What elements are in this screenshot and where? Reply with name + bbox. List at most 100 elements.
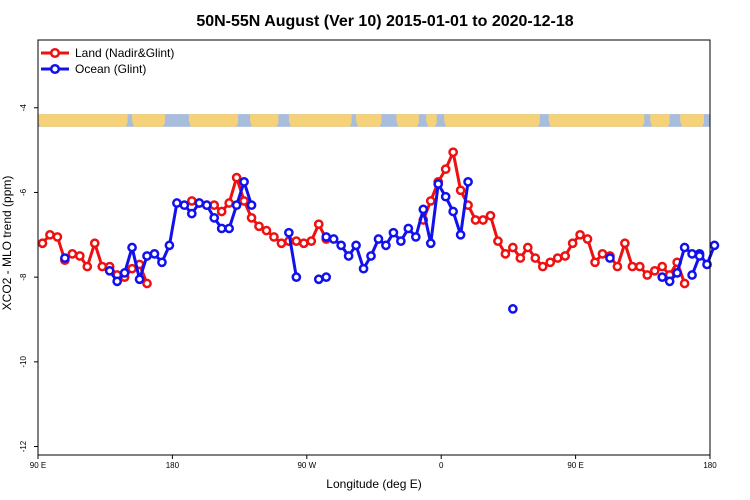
data-point [216, 206, 227, 217]
data-point [157, 257, 167, 268]
data-point [702, 259, 712, 270]
data-point [657, 261, 668, 272]
legend-marker [49, 63, 61, 75]
data-point [231, 200, 242, 211]
legend-label: Land (Nadir&Glint) [75, 46, 174, 60]
data-point [186, 196, 197, 206]
data-point [381, 240, 391, 251]
data-point [306, 236, 317, 246]
data-point [291, 236, 302, 246]
data-point [97, 261, 108, 272]
data-point [612, 261, 623, 272]
x-tick-label: 0 [439, 461, 444, 470]
data-point [485, 210, 496, 221]
data-point [298, 238, 309, 249]
data-point [52, 232, 63, 242]
legend-label: Ocean (Glint) [75, 62, 146, 76]
data-point [254, 221, 264, 232]
data-point [478, 215, 488, 225]
series-layer [37, 147, 720, 314]
y-tick-label: -8 [19, 273, 28, 281]
data-point [552, 253, 563, 263]
data-point [440, 164, 451, 175]
data-point [328, 234, 339, 244]
data-point [448, 206, 458, 217]
map-strip-land [356, 114, 382, 127]
data-point [37, 238, 48, 249]
data-point [321, 232, 332, 242]
y-tick-label: -12 [19, 440, 28, 452]
map-strip-land [650, 114, 670, 127]
data-point [455, 185, 466, 196]
series-line [287, 232, 298, 278]
data-point [179, 200, 190, 211]
data-point [313, 274, 324, 285]
data-point [582, 234, 593, 244]
data-point [463, 177, 473, 187]
data-point [493, 236, 503, 246]
data-point [343, 251, 354, 261]
data-point [597, 249, 608, 259]
data-point [396, 236, 406, 246]
data-point [388, 227, 399, 238]
data-point [679, 278, 690, 289]
data-point [127, 263, 137, 274]
data-point [127, 242, 137, 253]
chart-title: 50N-55N August (Ver 10) 2015-01-01 to 20… [196, 13, 573, 30]
data-point [679, 242, 690, 253]
data-point [410, 232, 421, 242]
data-point [239, 196, 249, 206]
plot-frame [37, 39, 711, 456]
data-point [590, 257, 600, 268]
data-point [164, 240, 175, 251]
data-point [119, 268, 130, 278]
data-point [545, 257, 556, 268]
data-point [224, 198, 234, 208]
data-point [642, 270, 653, 280]
data-point [336, 240, 346, 251]
data-point [366, 251, 376, 261]
data-point [530, 253, 541, 263]
data-point [104, 265, 115, 276]
data-point [246, 213, 257, 223]
map-strip-land [288, 114, 352, 127]
data-point [194, 198, 205, 208]
data-point [687, 249, 697, 259]
map-strip-land [250, 114, 279, 127]
y-axis-label: XCO2 - MLO trend (ppm) [0, 176, 14, 311]
data-point [515, 253, 526, 263]
data-point [186, 208, 197, 219]
data-point [664, 276, 675, 287]
y-axis: -4 -6 -8 -10 -12 [19, 104, 38, 452]
data-point [560, 251, 570, 261]
data-point [425, 196, 436, 206]
x-tick-label: 90 E [567, 461, 583, 470]
data-point [224, 223, 234, 234]
data-point [284, 227, 294, 238]
data-point [239, 177, 249, 187]
map-strip-land [396, 114, 419, 127]
data-point [209, 213, 220, 223]
data-point [276, 238, 287, 249]
data-point [455, 229, 466, 240]
map-strip [38, 114, 710, 127]
data-point [209, 200, 220, 211]
x-tick-label: 90 E [30, 461, 46, 470]
data-point [269, 232, 279, 242]
map-strip-land [444, 114, 540, 127]
data-point [82, 261, 93, 272]
data-point [694, 251, 705, 261]
data-point [448, 147, 458, 158]
data-point [74, 251, 85, 261]
data-point [537, 261, 548, 272]
data-point [425, 238, 436, 249]
data-point [672, 268, 682, 278]
data-point [500, 249, 511, 259]
data-point [246, 200, 257, 211]
y-tick-label: -4 [19, 104, 28, 112]
data-point [134, 274, 145, 285]
data-point [89, 238, 100, 249]
data-point [418, 204, 429, 215]
data-point [201, 200, 212, 211]
